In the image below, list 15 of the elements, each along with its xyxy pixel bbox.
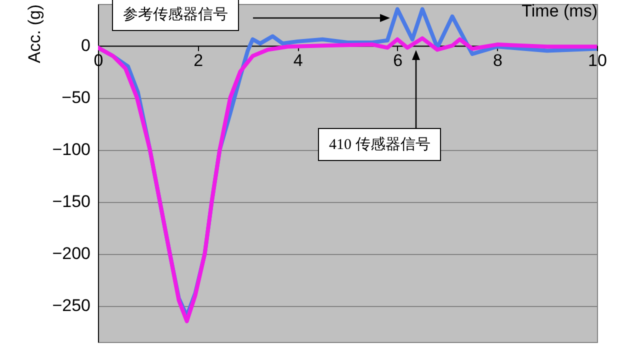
x-tick-label: 8: [492, 51, 502, 70]
annotation: 410 传感器信号: [318, 128, 442, 161]
x-tick-label: 2: [194, 51, 204, 70]
y-axis-title: Acc. (g): [25, 4, 44, 64]
y-tick-label: −100: [52, 140, 90, 160]
annotation: 参考传感器信号: [112, 0, 239, 31]
x-tick-label: 6: [393, 51, 403, 70]
y-tick-label: 0: [81, 36, 90, 56]
x-tick-label: 4: [293, 51, 303, 70]
y-tick-label: −150: [52, 192, 90, 212]
x-tick-label: 10: [588, 51, 607, 70]
y-tick-label: −250: [52, 296, 90, 316]
y-tick-label: −50: [62, 88, 90, 108]
x-axis-title: Time (ms): [522, 2, 598, 20]
y-tick-label: −200: [52, 244, 90, 264]
